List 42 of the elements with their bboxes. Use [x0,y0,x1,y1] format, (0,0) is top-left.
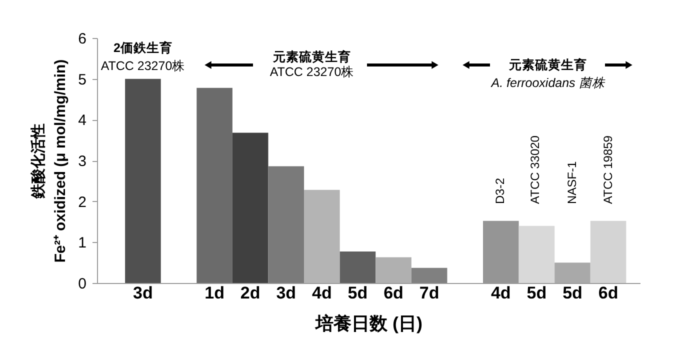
y-axis-title: 鉄酸化活性 Fe²⁺ oxidized (μ mol/mg/min) [30,59,70,263]
bar [125,78,161,283]
bar [268,166,304,283]
annotation: NASF-1 [565,161,579,204]
x-tick-label: 6d [384,284,404,302]
annotation: 元素硫黄生育 [272,49,351,64]
x-tick-label: 6d [598,284,618,302]
bar [196,88,232,283]
y-tick-label: 5 [78,71,86,88]
bar [376,257,412,283]
x-tick-label: 3d [133,284,153,302]
x-tick-label: 7d [419,284,440,302]
annotation: ATCC 23270株 [100,59,186,73]
x-tick-label: 1d [204,284,224,302]
x-tick-label: 3d [276,284,296,302]
y-tick-label: 0 [78,276,86,292]
y-tick-label: 4 [78,112,86,130]
x-tick-label: 2d [240,284,260,302]
y-tick-label: 3 [78,153,86,170]
bar [411,268,448,283]
annotation: ATCC 19859 [601,135,615,204]
bar [554,262,590,283]
bar [304,190,340,283]
y-tick-label: 1 [78,234,86,252]
y-tick-label: 6 [78,30,86,48]
annotation: ATCC 33020 [528,135,542,204]
annotation: ATCC 23270株 [270,65,354,79]
bar [518,226,555,283]
x-tick-label: 4d [312,284,332,302]
x-tick-label: 5d [526,284,547,302]
bar [232,132,268,283]
bar [340,252,376,283]
annotation: 元素硫黄生育 [508,57,587,72]
x-tick-label: 5d [562,284,582,302]
y-tick-label: 2 [78,194,86,211]
x-tick-label: 5d [348,284,368,302]
x-axis-title: 培養日数 (日) [314,314,422,334]
annotation: D3-2 [493,178,507,204]
annotation: 2価鉄生育 [114,40,172,55]
annotation: A. ferrooxidans 菌株 [490,76,606,90]
bar [590,220,626,283]
x-tick-label: 4d [490,284,511,302]
